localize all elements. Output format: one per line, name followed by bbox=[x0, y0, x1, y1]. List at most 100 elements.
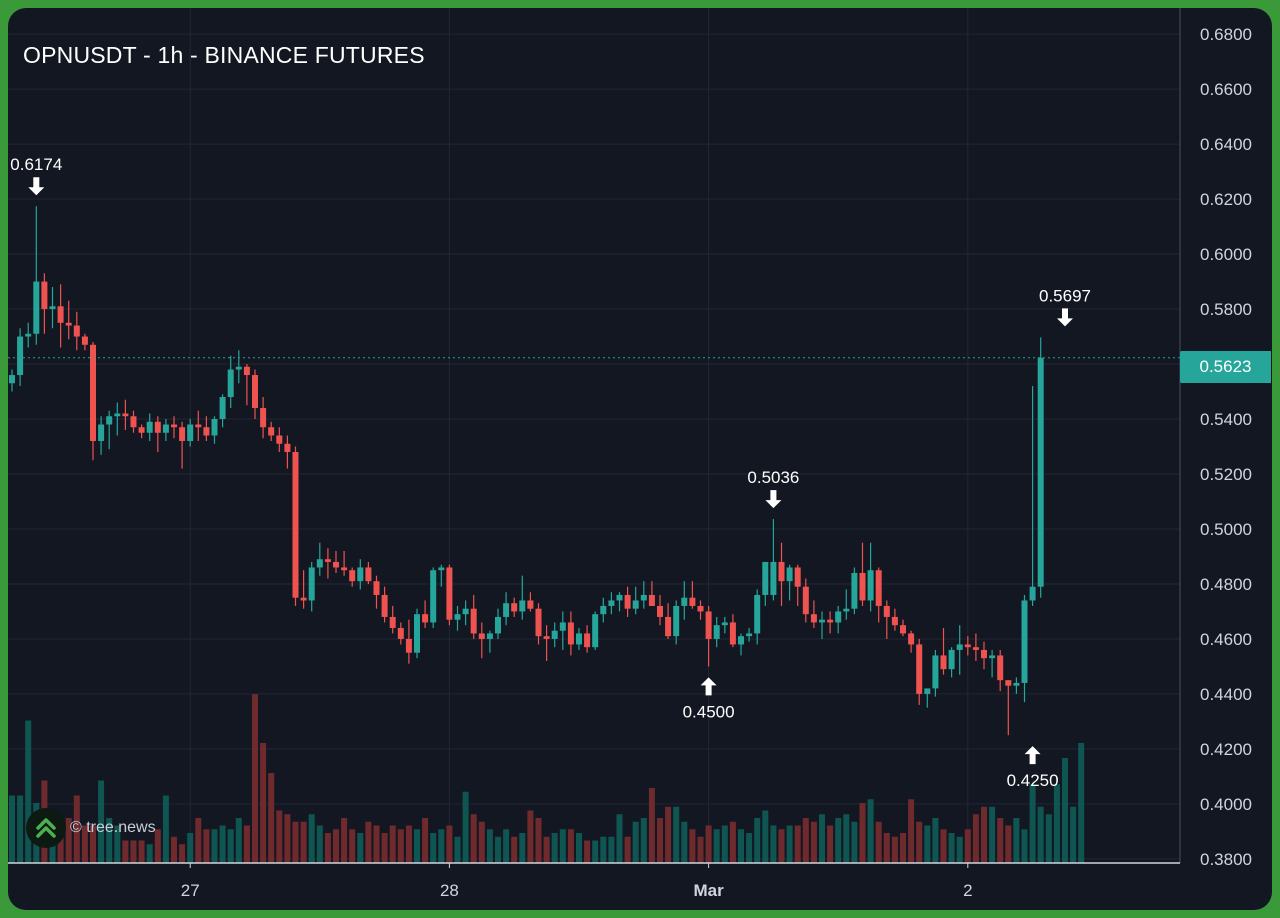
candle-body bbox=[1005, 680, 1012, 686]
y-tick-label: 0.6400 bbox=[1200, 135, 1252, 154]
candle bbox=[25, 322, 32, 348]
candle-body bbox=[786, 567, 793, 582]
candle bbox=[762, 561, 769, 606]
volume-bar bbox=[527, 810, 534, 863]
candle-body bbox=[527, 600, 534, 609]
candle bbox=[835, 605, 842, 634]
annotation-label: 0.5036 bbox=[747, 468, 799, 487]
volume-bar bbox=[316, 825, 323, 863]
candle bbox=[940, 627, 947, 675]
candle-body bbox=[900, 625, 906, 634]
candle bbox=[292, 446, 299, 606]
candle-body bbox=[835, 611, 842, 623]
volume-bar bbox=[65, 818, 72, 863]
candle-body bbox=[729, 622, 736, 645]
candle-body bbox=[454, 614, 461, 620]
candle bbox=[1021, 594, 1028, 703]
candlestick-chart[interactable]: 0.6174 0.5036 0.4500 0.5697 0.4250 0.6800 0.6… bbox=[8, 8, 1272, 910]
candle-body bbox=[819, 619, 825, 623]
volume-bar bbox=[438, 829, 445, 863]
candle-body bbox=[883, 605, 890, 617]
candle bbox=[49, 287, 56, 329]
volume-bar bbox=[721, 825, 728, 863]
candle-body bbox=[146, 421, 153, 433]
volume-bar bbox=[300, 821, 307, 863]
volume-bar bbox=[729, 821, 736, 863]
candle-body bbox=[462, 608, 469, 615]
candle bbox=[908, 630, 915, 653]
candle bbox=[972, 633, 979, 661]
candle bbox=[268, 421, 275, 441]
candle bbox=[519, 575, 526, 620]
y-tick-label: 0.6000 bbox=[1200, 245, 1252, 264]
candle bbox=[106, 410, 113, 450]
candle-body bbox=[187, 424, 194, 441]
candle bbox=[219, 394, 226, 428]
volume-bar bbox=[114, 825, 121, 863]
volume-bar bbox=[810, 821, 817, 863]
volume-bar bbox=[138, 840, 145, 863]
volume-bar bbox=[632, 821, 639, 863]
volume-bar bbox=[73, 795, 80, 863]
candle bbox=[738, 633, 744, 656]
volume-bar bbox=[292, 821, 299, 863]
candle-body bbox=[657, 605, 663, 617]
candle-body bbox=[721, 622, 728, 626]
volume-bar bbox=[1062, 758, 1068, 863]
candle bbox=[122, 399, 129, 431]
candle-body bbox=[551, 630, 558, 639]
arrow-up-icon bbox=[1024, 746, 1041, 765]
candle bbox=[333, 550, 339, 573]
candle-body bbox=[73, 325, 80, 337]
candle-body bbox=[924, 688, 931, 694]
candle bbox=[665, 603, 672, 639]
volume-bar bbox=[227, 829, 234, 863]
candle bbox=[981, 641, 987, 670]
candle bbox=[414, 608, 420, 659]
candle-body bbox=[389, 616, 396, 628]
candle bbox=[397, 622, 404, 645]
candle bbox=[162, 419, 169, 441]
candle-body bbox=[211, 419, 218, 436]
volume-bar bbox=[794, 825, 801, 863]
volume-bar bbox=[422, 818, 429, 863]
candle bbox=[405, 619, 412, 664]
candle-body bbox=[754, 594, 761, 634]
volume-bar bbox=[381, 833, 388, 863]
candle-body bbox=[478, 633, 485, 639]
candle-body bbox=[810, 614, 817, 623]
y-tick-label: 0.6600 bbox=[1200, 80, 1252, 99]
candle-body bbox=[956, 644, 963, 650]
volume-bar bbox=[252, 694, 258, 863]
volume-bar bbox=[260, 743, 267, 863]
candle bbox=[819, 611, 825, 639]
volume-bar bbox=[681, 821, 688, 863]
candle-body bbox=[9, 375, 15, 384]
candle bbox=[81, 333, 88, 351]
arrow-up-icon bbox=[700, 677, 717, 696]
volume-bar bbox=[600, 836, 607, 863]
y-tick-label: 0.6200 bbox=[1200, 190, 1252, 209]
volume-bar bbox=[819, 814, 825, 863]
candle bbox=[713, 616, 720, 648]
candle-body bbox=[195, 424, 202, 428]
candle-body bbox=[98, 424, 105, 441]
candle bbox=[495, 608, 501, 639]
candle bbox=[681, 581, 688, 620]
candle bbox=[916, 638, 923, 705]
volume-bar bbox=[924, 825, 931, 863]
candle bbox=[729, 614, 736, 648]
annotation-label: 0.5697 bbox=[1039, 286, 1091, 305]
volume-bar bbox=[778, 829, 785, 863]
volume-bar bbox=[1013, 818, 1020, 863]
candle-body bbox=[292, 451, 299, 598]
volume-bar bbox=[648, 788, 655, 863]
candle bbox=[179, 421, 186, 469]
watermark: © tree.news bbox=[26, 808, 156, 848]
candle-body bbox=[616, 594, 623, 601]
candle bbox=[478, 622, 485, 659]
volume-bar bbox=[657, 818, 663, 863]
volume-bar bbox=[948, 833, 955, 863]
candle-body bbox=[891, 616, 898, 626]
candle-body bbox=[219, 397, 226, 420]
